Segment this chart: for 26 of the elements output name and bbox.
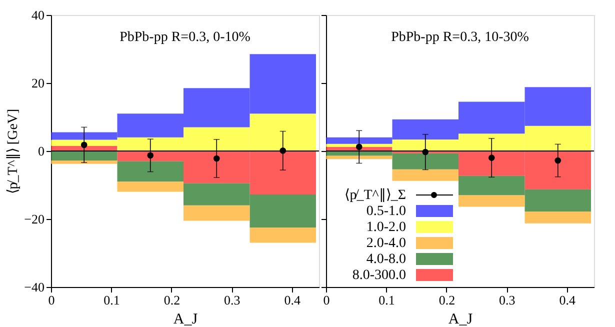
x-tick-label: 0.4 [559,292,576,308]
x-tick-label: 0.2 [164,292,180,308]
x-axis-title: A_J [173,312,198,327]
text: PbPb-pp R=0.3, 0-10% [120,30,251,45]
x-tick-label: 0.1 [104,292,120,308]
x-tick-label: 0.2 [438,292,456,308]
legend-label: 1.0-2.0 [366,220,406,235]
legend-label: 0.5-1.0 [366,204,406,219]
x-axis-title: A_J [448,312,473,327]
legend-label: 4.0-8.0 [366,252,406,267]
x-tick-label: 0.3 [499,292,516,308]
legend-label: 8.0-300.0 [352,268,406,283]
x-tick-label: 0.4 [284,292,302,308]
x-tick-label: 0 [48,292,55,308]
y-tick-label: 40 [32,8,44,22]
y-tick-label: 0 [38,144,44,158]
y-tick-label: 20 [32,76,44,90]
text: PbPb-pp R=0.3, 10-30% [391,30,530,45]
y-tick-label: −40 [24,280,44,294]
x-tick-label: 0.3 [224,292,240,308]
x-tick-label: 0.1 [378,292,395,308]
x-tick-label: 0 [323,292,330,308]
legend-label: ⟨p̸_T^∥⟩_Σ [344,188,406,203]
y-tick-label: −20 [24,212,44,226]
y-axis-title: ⟨p̸_T^∥⟩ [GeV] [6,108,22,194]
legend-label: 2.0-4.0 [366,236,406,251]
